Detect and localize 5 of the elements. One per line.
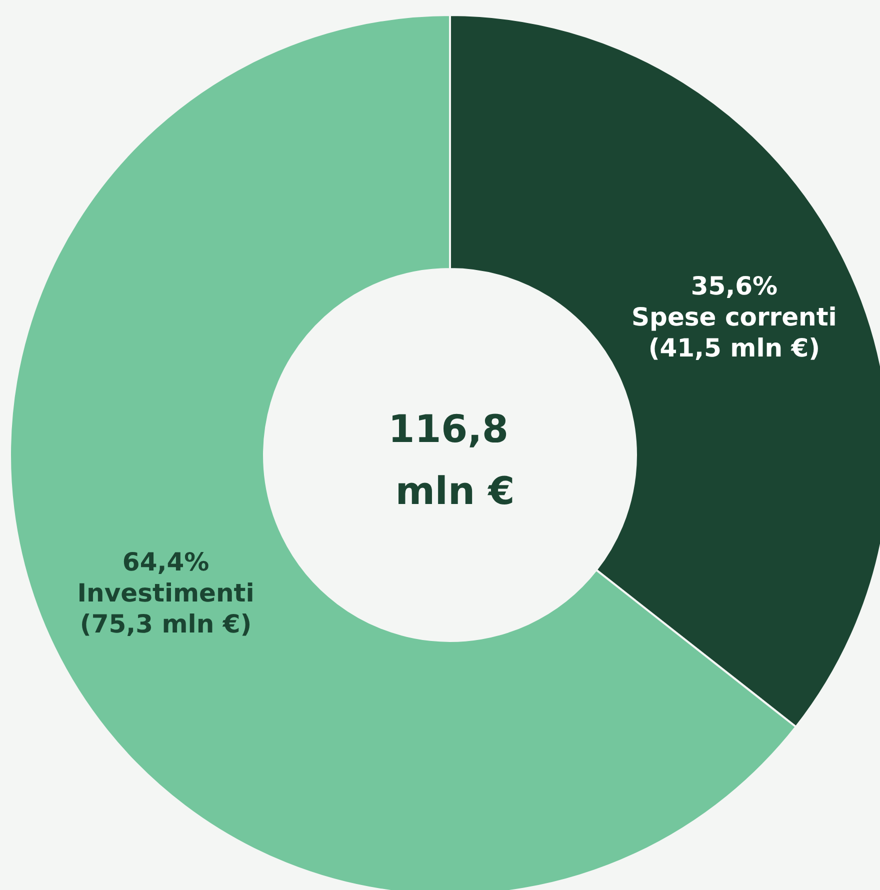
data-label: 35,6% [690,271,778,300]
slice-label: Spese correnti (41,5 mln €) [632,302,837,362]
data-label: 64,4% [122,548,210,577]
text: 116,8 mln € [388,407,522,513]
slice-label: Investimenti (75,3 mln €) [77,578,254,639]
